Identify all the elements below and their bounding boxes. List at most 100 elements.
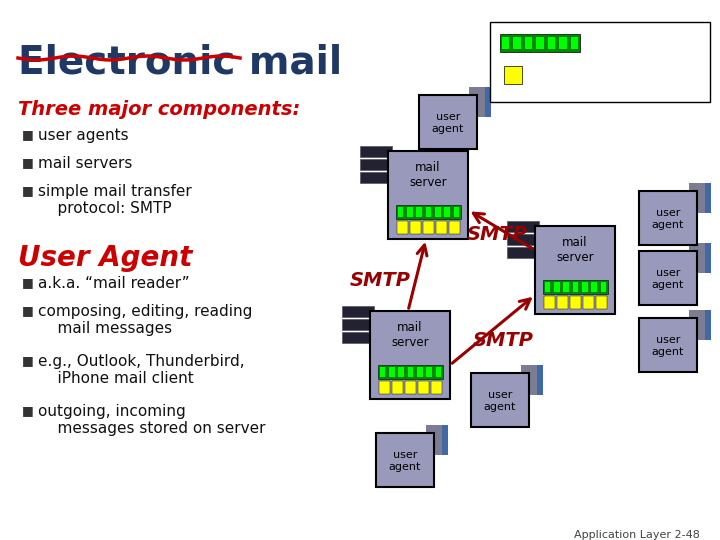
Text: outgoing, incoming
    messages stored on server: outgoing, incoming messages stored on se… [38, 404, 266, 436]
Bar [535, 226, 615, 314]
Bar [582, 282, 588, 292]
Text: user
agent: user agent [432, 112, 464, 134]
Text: User Agent: User Agent [18, 244, 192, 272]
Bar [408, 367, 413, 377]
Bar [591, 282, 597, 292]
Bar [398, 207, 403, 217]
Bar [342, 306, 374, 317]
Bar [490, 22, 710, 102]
Polygon shape [521, 365, 543, 395]
Bar [417, 367, 423, 377]
Polygon shape [442, 425, 448, 455]
Text: Electronic mail: Electronic mail [18, 44, 342, 82]
Bar [563, 282, 569, 292]
Bar [543, 280, 608, 294]
Text: simple mail transfer
    protocol: SMTP: simple mail transfer protocol: SMTP [38, 184, 192, 217]
Text: Three major components:: Three major components: [18, 100, 300, 119]
Text: ■: ■ [22, 276, 34, 289]
Bar [600, 282, 606, 292]
Text: ■: ■ [22, 354, 34, 367]
Text: SMTP: SMTP [467, 225, 528, 244]
Bar [431, 381, 441, 394]
Text: user
agent: user agent [652, 208, 684, 230]
Bar [436, 367, 441, 377]
Bar [545, 282, 551, 292]
Text: ■: ■ [22, 404, 34, 417]
Text: user
agent: user agent [484, 390, 516, 412]
Bar [570, 296, 580, 309]
Text: a.k.a. “mail reader”: a.k.a. “mail reader” [38, 276, 189, 291]
Bar [407, 207, 413, 217]
Bar [548, 37, 555, 49]
Polygon shape [426, 425, 448, 455]
Polygon shape [705, 183, 711, 213]
Bar [544, 296, 554, 309]
Text: mail
server: mail server [556, 236, 594, 264]
Bar [360, 159, 392, 170]
Bar [380, 367, 385, 377]
Bar [557, 296, 567, 309]
Text: e.g., Outlook, Thunderbird,
    iPhone mail client: e.g., Outlook, Thunderbird, iPhone mail … [38, 354, 245, 387]
Bar [378, 365, 443, 379]
Bar [449, 221, 459, 234]
Text: SMTP: SMTP [350, 271, 410, 289]
Text: ■: ■ [22, 184, 34, 197]
Bar [471, 373, 529, 427]
Bar [507, 234, 539, 245]
Bar [525, 37, 532, 49]
Bar [502, 37, 510, 49]
Bar [410, 221, 420, 234]
Bar [342, 319, 374, 330]
Bar [436, 221, 446, 234]
Bar [583, 296, 593, 309]
Bar [559, 37, 567, 49]
Bar [596, 296, 606, 309]
Bar [500, 34, 580, 52]
Bar [392, 381, 402, 394]
Bar [398, 367, 404, 377]
Bar [454, 207, 459, 217]
Polygon shape [689, 243, 711, 273]
Bar [639, 318, 697, 372]
Text: outgoing: outgoing [590, 36, 645, 49]
Text: user
agent: user agent [652, 335, 684, 357]
Text: ■: ■ [22, 128, 34, 141]
Text: SMTP: SMTP [472, 330, 534, 349]
Bar [423, 221, 433, 234]
Text: message queue: message queue [590, 48, 690, 61]
Bar [513, 37, 521, 49]
Bar [342, 332, 374, 343]
Text: mail
server: mail server [391, 321, 429, 349]
Bar [554, 282, 559, 292]
Text: user mailbox: user mailbox [530, 68, 611, 81]
Bar [504, 66, 522, 84]
Bar [435, 207, 441, 217]
Bar [376, 433, 434, 487]
Text: composing, editing, reading
    mail messages: composing, editing, reading mail message… [38, 304, 253, 336]
Polygon shape [537, 365, 543, 395]
Bar [418, 381, 428, 394]
Bar [426, 207, 431, 217]
Bar [536, 37, 544, 49]
Polygon shape [689, 183, 711, 213]
Bar [507, 221, 539, 232]
Text: user agents: user agents [38, 128, 129, 143]
Text: mail
server: mail server [409, 161, 447, 189]
Polygon shape [689, 310, 711, 340]
Bar [419, 95, 477, 149]
Text: user
agent: user agent [652, 268, 684, 290]
Text: user
agent: user agent [389, 450, 421, 472]
Bar [396, 205, 461, 219]
Bar [379, 381, 390, 394]
Bar [507, 247, 539, 258]
Bar [639, 251, 697, 305]
Bar [416, 207, 422, 217]
Bar [360, 146, 392, 157]
Text: Application Layer 2-48: Application Layer 2-48 [574, 530, 700, 540]
Bar [639, 191, 697, 245]
Polygon shape [705, 243, 711, 273]
Bar [397, 221, 408, 234]
Text: ■: ■ [22, 156, 34, 169]
Polygon shape [485, 87, 491, 117]
Bar [444, 207, 450, 217]
